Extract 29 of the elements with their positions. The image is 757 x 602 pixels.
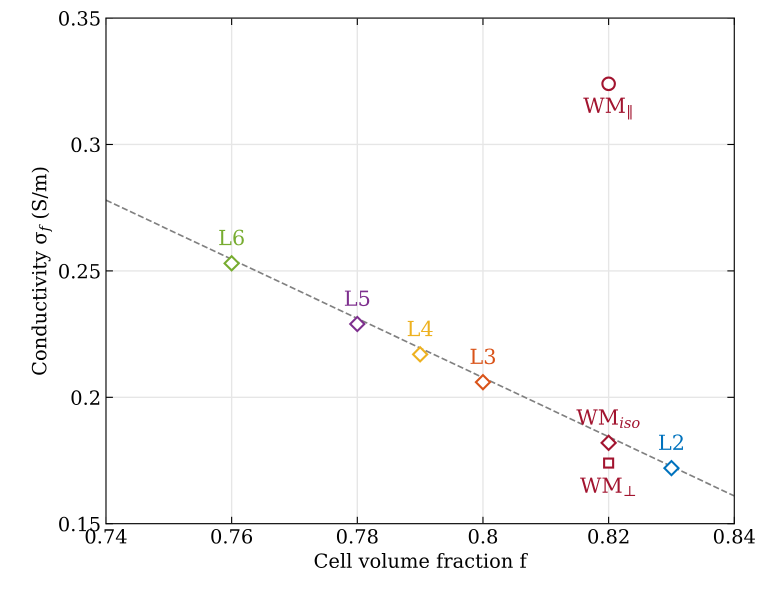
point [224, 255, 240, 272]
series-label: L4 [408, 320, 433, 336]
series-label: WM$_{‖}$ [583, 98, 632, 120]
series-label: L5 [344, 290, 370, 306]
x-tick-label: 0.78 [336, 528, 378, 544]
y-tick-label: 0.15 [59, 516, 100, 532]
x-tick-label: 0.84 [714, 528, 755, 544]
y-tick-label: 0.2 [71, 390, 100, 405]
point [603, 458, 614, 469]
point [600, 434, 617, 451]
x-tick-label: 0.74 [86, 528, 127, 544]
series-label: L2 [659, 434, 683, 450]
point [663, 460, 680, 476]
point [601, 76, 616, 92]
point [349, 316, 366, 332]
y-tick-label: 0.3 [71, 137, 100, 152]
series-label: L3 [470, 348, 495, 364]
x-axis-title: Cell volume fraction f [314, 552, 528, 568]
x-tick-label: 0.82 [588, 528, 628, 544]
point [474, 374, 492, 390]
y-tick-label: 0.25 [59, 264, 100, 279]
y-tick-label: 0.35 [59, 11, 100, 26]
x-tick-label: 0.76 [211, 528, 252, 544]
series-label: WM$_{⊥}$ [580, 478, 636, 496]
series-label: L6 [219, 230, 244, 246]
x-tick-label: 0.8 [468, 528, 498, 544]
series-label: WM$_{iso}$ [576, 409, 640, 428]
point [412, 346, 428, 362]
y-axis-title: Conductivity σ$_{f}$ (S/m) [31, 168, 52, 375]
